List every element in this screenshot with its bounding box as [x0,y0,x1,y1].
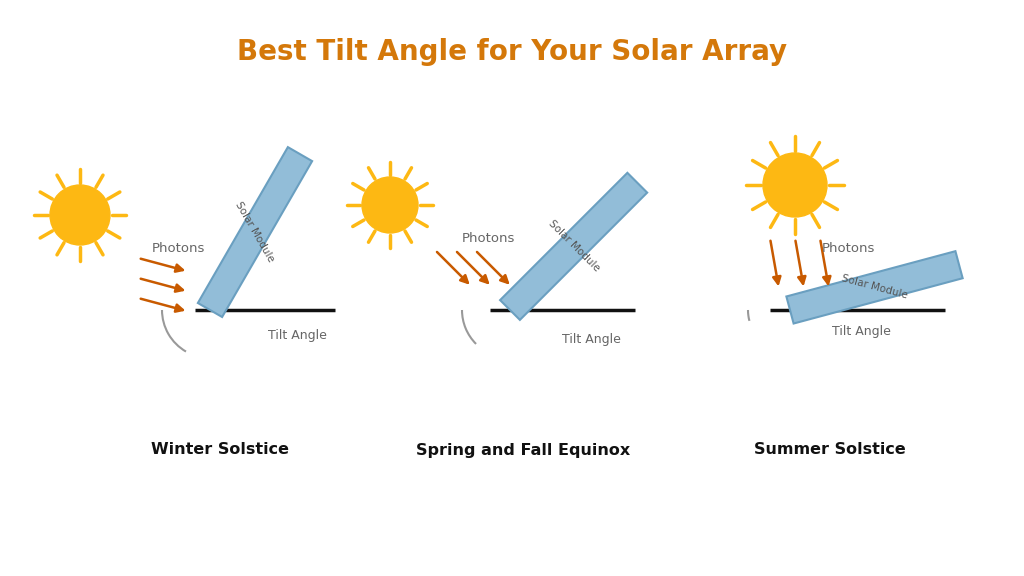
Text: Tilt Angle: Tilt Angle [562,334,621,347]
Text: Spring and Fall Equinox: Spring and Fall Equinox [416,442,630,457]
Text: Winter Solstice: Winter Solstice [151,442,289,457]
Text: Photons: Photons [822,241,876,255]
Circle shape [50,185,110,245]
Text: Tilt Angle: Tilt Angle [831,325,891,339]
Text: Best Tilt Angle for Your Solar Array: Best Tilt Angle for Your Solar Array [237,38,787,66]
Text: Photons: Photons [462,232,515,244]
Text: Photons: Photons [152,241,206,255]
Circle shape [763,153,827,217]
Text: Solar Module: Solar Module [233,200,276,264]
Text: Solar Module: Solar Module [841,274,908,301]
Polygon shape [500,173,647,320]
Text: Tilt Angle: Tilt Angle [268,328,327,342]
Text: Solar Module: Solar Module [546,219,601,274]
Polygon shape [198,147,312,317]
Circle shape [362,177,418,233]
Text: Summer Solstice: Summer Solstice [754,442,906,457]
Polygon shape [786,251,963,324]
